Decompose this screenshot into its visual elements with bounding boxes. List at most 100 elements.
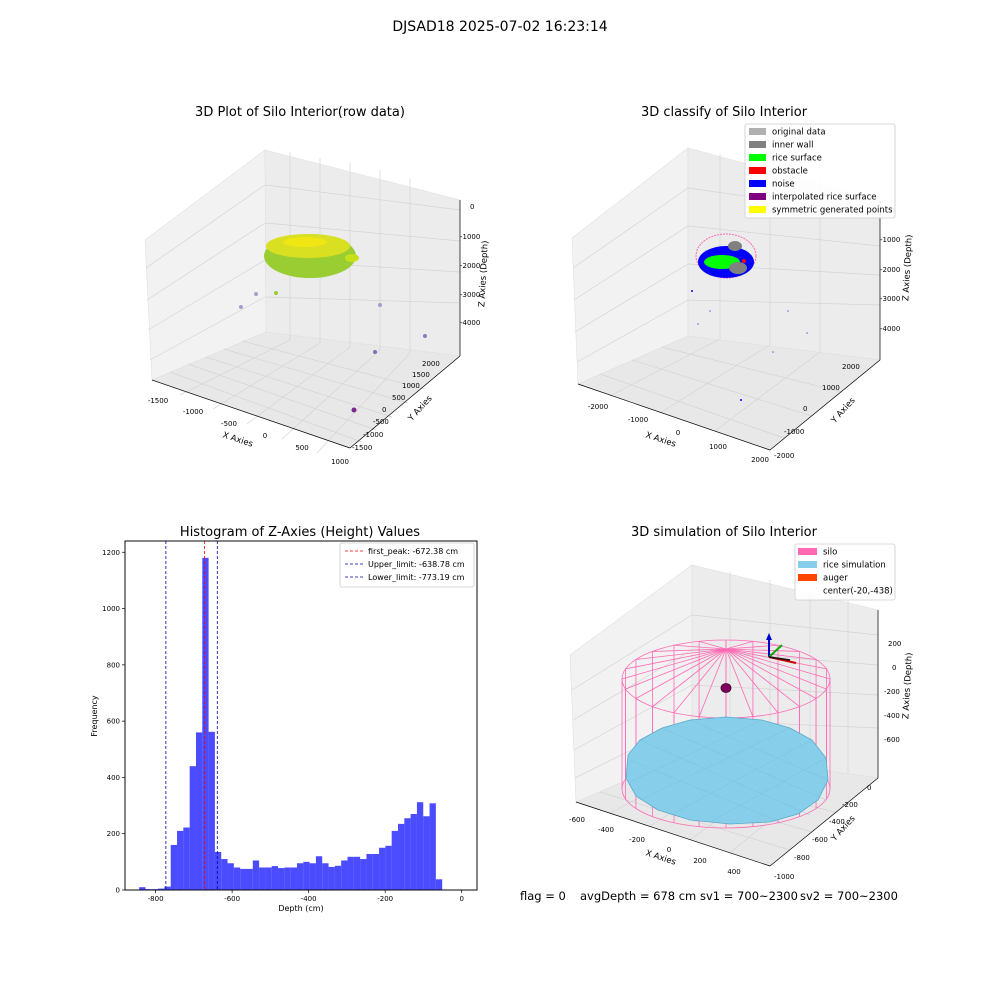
classify-x-axis-label: X Axies xyxy=(644,430,677,449)
x-tick-label: -2000 xyxy=(588,403,608,411)
noise-point xyxy=(709,310,711,312)
histogram-bar xyxy=(189,766,196,890)
simulation-z-ticks: 200 0 -200 -400 -600 xyxy=(884,640,901,744)
legend-label: rice simulation xyxy=(823,561,886,571)
legend-label: symmetric generated points xyxy=(772,206,893,216)
histogram-bar xyxy=(303,861,310,890)
histogram-bar xyxy=(202,557,209,890)
y-tick-label: -1000 xyxy=(774,873,794,881)
histogram-bar xyxy=(328,866,335,890)
histogram-bar xyxy=(271,866,279,890)
x-tick-label: 0 xyxy=(263,432,267,440)
legend-label: obstacle xyxy=(772,167,808,177)
histogram-bar xyxy=(252,860,260,890)
y-tick-label: 200 xyxy=(107,830,120,838)
histogram-bar xyxy=(265,867,272,890)
histogram-bar xyxy=(246,868,253,890)
status-sv1: sv1 = 700~2300 xyxy=(700,889,798,903)
status-flag: flag = 0 xyxy=(520,889,566,903)
histogram-bar xyxy=(416,802,424,890)
x-tick-label: -400 xyxy=(301,895,317,903)
histogram-bar xyxy=(429,803,436,890)
histogram-bar xyxy=(214,852,222,890)
legend-swatch xyxy=(749,128,766,135)
x-tick-label: -400 xyxy=(598,826,614,834)
classify-z-axis-label: Z Axies (Depth) xyxy=(901,234,914,301)
histogram-bar xyxy=(410,814,417,890)
simulation-z-axis-label: Z Axies (Depth) xyxy=(901,652,914,719)
x-tick-label: -200 xyxy=(377,895,393,903)
raw-y-ticks: 2000 1500 1000 500 0 -500 -1000 -1500 xyxy=(352,360,440,452)
simulation-x-axis-label: X Axies xyxy=(644,848,677,867)
legend-label: center(-20,-438) xyxy=(823,587,893,597)
silo-roof-rib xyxy=(673,648,727,714)
histogram-bar xyxy=(233,867,241,890)
z-tick-label: -3000 xyxy=(880,295,900,303)
histogram-bar xyxy=(391,830,398,890)
x-tick-label: -1500 xyxy=(148,397,168,405)
x-tick-label: 1000 xyxy=(709,443,727,451)
y-tick-label: 500 xyxy=(392,394,405,402)
legend-label: interpolated rice surface xyxy=(772,193,877,203)
histogram-bar xyxy=(227,863,234,890)
status-line: flag = 0 avgDepth = 678 cm sv1 = 700~230… xyxy=(520,889,898,903)
histogram-bar xyxy=(322,863,329,890)
inner-wall-cluster xyxy=(728,241,742,251)
silo-roof-rib xyxy=(725,648,754,717)
y-tick-label: 600 xyxy=(107,718,120,726)
histogram-bar xyxy=(151,889,159,890)
histogram-bar xyxy=(334,865,342,890)
y-tick-label: 0 xyxy=(803,405,807,413)
histogram-frame xyxy=(124,540,478,891)
y-tick-label: -1000 xyxy=(784,428,804,436)
legend-swatch xyxy=(749,154,766,161)
y-tick-label: 1000 xyxy=(102,605,120,613)
x-tick-label: -800 xyxy=(148,895,164,903)
z-tick-label: 0 xyxy=(470,203,474,211)
histogram-bar xyxy=(309,863,316,890)
histogram-bar xyxy=(208,731,215,890)
y-tick-label: -400 xyxy=(829,818,845,826)
y-tick-label: 1200 xyxy=(102,549,120,557)
z-tick-label: -400 xyxy=(884,712,900,720)
legend-label: rice surface xyxy=(772,154,822,164)
raw-point-cloud xyxy=(239,234,427,413)
obstacle-point xyxy=(742,259,746,263)
silo-roof-rib xyxy=(725,648,800,652)
histogram-bar xyxy=(221,859,228,890)
silo-roof-rib xyxy=(725,648,827,690)
classify-legend: original data inner wall rice surface obsta… xyxy=(744,123,896,219)
figure-suptitle: DJSAD18 2025-07-02 16:23:14 xyxy=(392,19,607,35)
x-tick-label: -1000 xyxy=(183,408,203,416)
y-tick-label: 0 xyxy=(116,887,120,895)
histogram-bar xyxy=(385,845,392,890)
z-tick-label: -2000 xyxy=(880,266,900,274)
legend-label: original data xyxy=(772,128,826,138)
status-avg-depth: avgDepth = 678 cm xyxy=(580,889,696,903)
x-tick-label: -500 xyxy=(221,420,237,428)
z-tick-label: -2000 xyxy=(460,262,480,270)
silo-roof-rib xyxy=(625,648,727,670)
y-tick-label: 800 xyxy=(107,661,120,669)
classify-x-ticks: -2000 -1000 0 1000 2000 xyxy=(588,403,769,464)
y-tick-label: -500 xyxy=(373,418,389,426)
silo-roof-rib xyxy=(698,648,727,717)
legend-label: Lower_limit: -773.19 cm xyxy=(368,573,465,582)
silo-roof-rib xyxy=(698,640,727,650)
histogram-bar xyxy=(341,860,348,890)
z-tick-label: -200 xyxy=(884,688,900,696)
histogram-bar xyxy=(284,867,291,890)
histogram-bars xyxy=(139,557,443,890)
legend-swatch xyxy=(798,574,817,581)
histogram-bar xyxy=(296,863,304,890)
histogram-legend: first_peak: -672.38 cm Upper_limit: -638.… xyxy=(339,542,475,588)
legend-label: auger xyxy=(823,574,848,584)
x-tick-label: 2000 xyxy=(751,456,769,464)
histogram-bar xyxy=(366,853,373,890)
raw-point xyxy=(373,350,377,354)
raw-surface-tail xyxy=(345,254,359,262)
histogram-bar xyxy=(372,853,380,890)
legend-label: silo xyxy=(823,548,837,558)
x-tick-label: 500 xyxy=(295,444,308,452)
histogram-bar xyxy=(379,847,386,890)
